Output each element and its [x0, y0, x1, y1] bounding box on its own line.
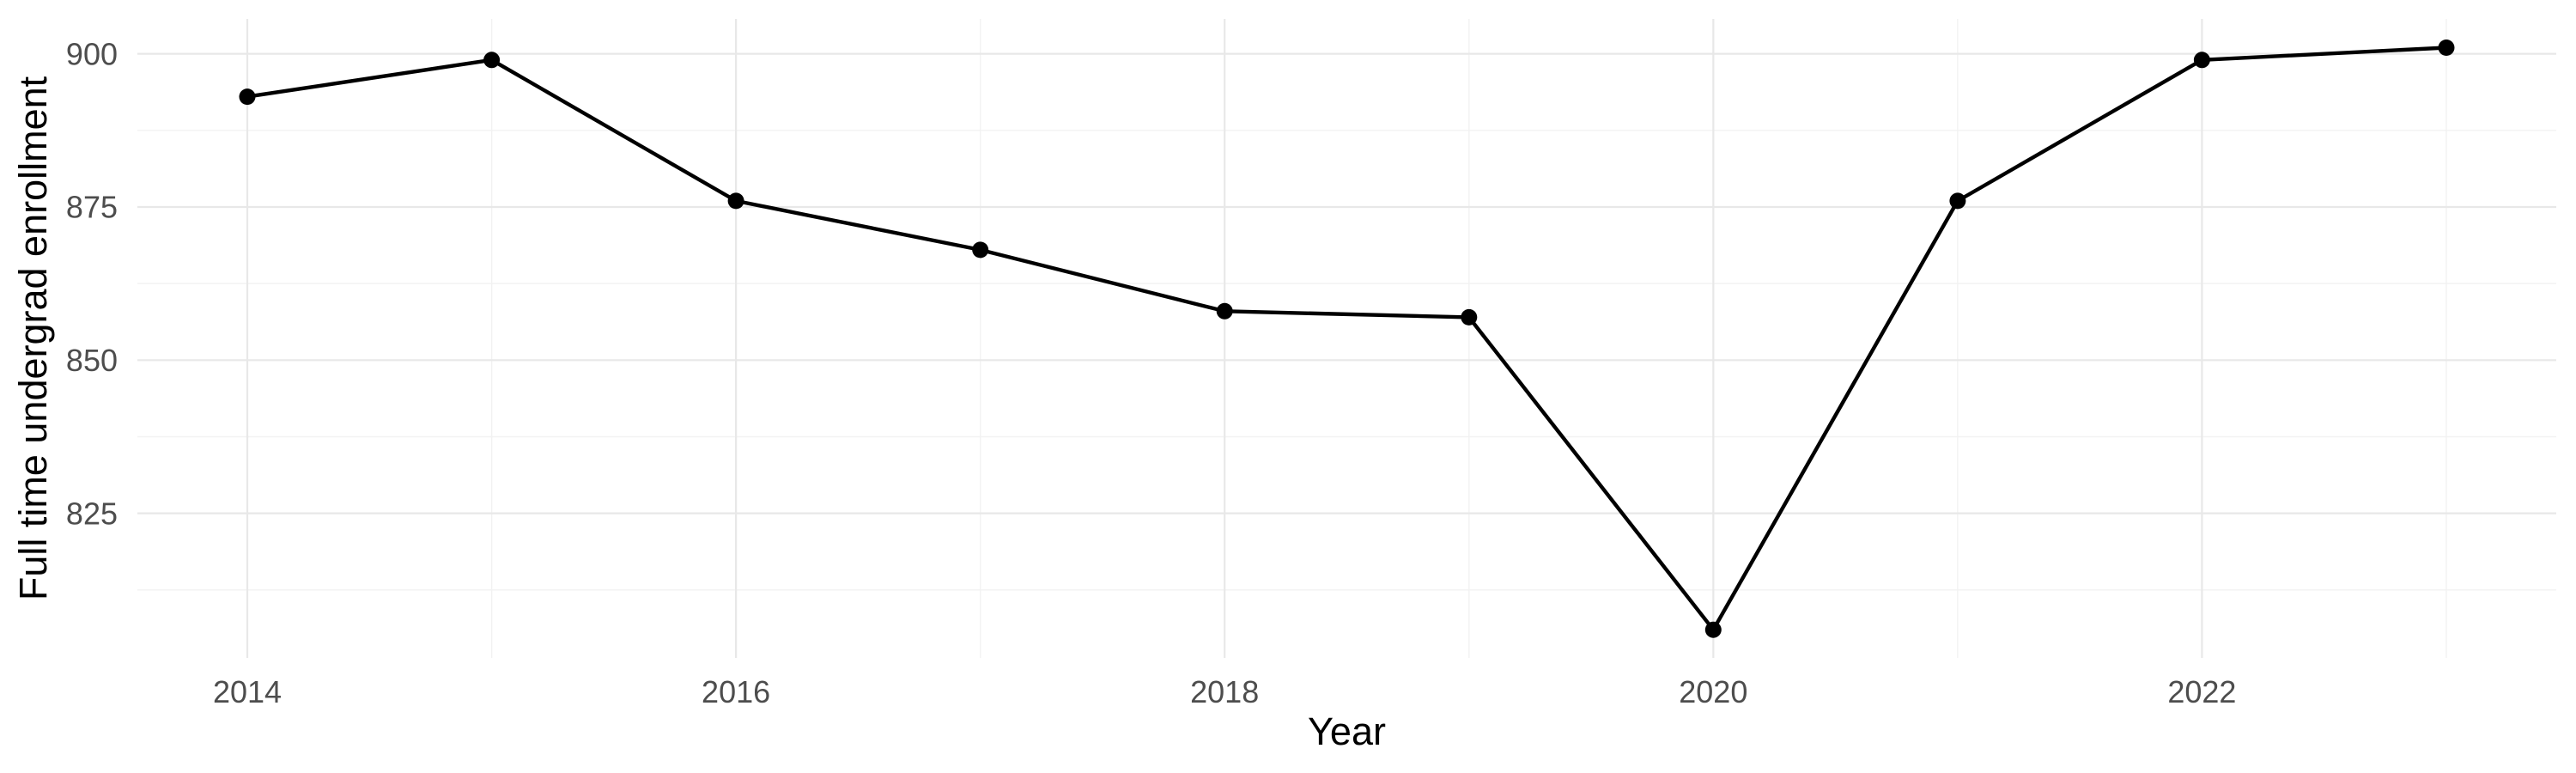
- data-point: [1949, 192, 1966, 210]
- x-axis-tick-labels: 2014 2016 2018 2020 2022: [213, 674, 2236, 709]
- minor-gridlines: [137, 19, 2556, 658]
- x-tick-label: 2016: [702, 674, 770, 709]
- y-axis-tick-labels: 825 850 875 900: [66, 36, 118, 531]
- x-tick-label: 2020: [1679, 674, 1747, 709]
- data-point: [972, 241, 989, 259]
- data-line: [245, 46, 2449, 632]
- data-point: [239, 88, 256, 106]
- y-axis-title: Full time undergrad enrollment: [11, 76, 55, 600]
- data-point: [1216, 302, 1233, 320]
- y-tick-label: 900: [66, 36, 118, 71]
- x-tick-label: 2018: [1190, 674, 1259, 709]
- y-tick-label: 850: [66, 343, 118, 378]
- data-point: [483, 52, 501, 69]
- x-tick-label: 2022: [2167, 674, 2236, 709]
- x-tick-label: 2014: [213, 674, 282, 709]
- data-point: [2193, 52, 2210, 69]
- y-tick-label: 825: [66, 496, 118, 531]
- data-point: [1461, 308, 1478, 326]
- data-points: [239, 40, 2455, 638]
- y-tick-label: 875: [66, 190, 118, 225]
- data-point: [2438, 40, 2455, 56]
- major-gridlines: [137, 19, 2556, 658]
- data-point: [727, 192, 744, 210]
- x-axis-title: Year: [1308, 709, 1386, 753]
- data-point: [1704, 621, 1722, 638]
